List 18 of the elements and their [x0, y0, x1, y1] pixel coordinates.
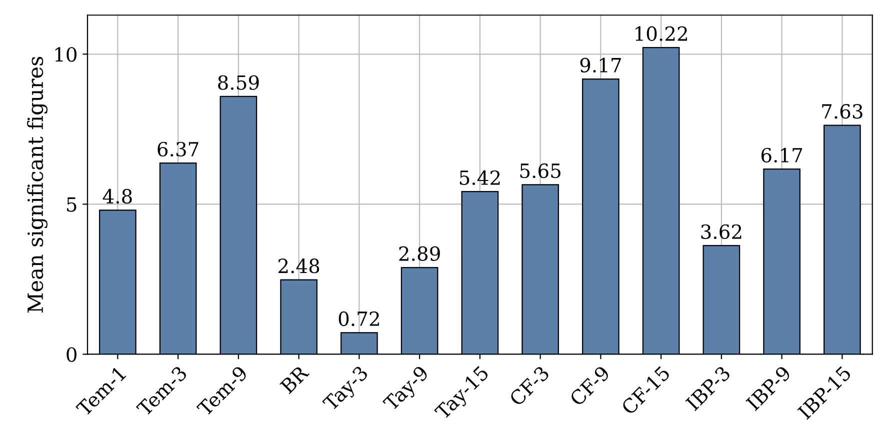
data-label: 2.89	[399, 246, 440, 261]
data-label: 5.65	[520, 163, 560, 178]
y-tick-label: 0	[66, 347, 76, 362]
y-tick-label: 5	[67, 197, 76, 212]
y-axis-title: Mean significant figures	[27, 56, 48, 313]
x-tick-label: BR	[280, 364, 310, 394]
data-label: 10.22	[636, 26, 687, 41]
y-tick-label: 10	[55, 47, 76, 62]
data-label: 4.8	[102, 188, 132, 204]
data-label: 7.63	[822, 104, 862, 119]
data-label: 9.17	[580, 58, 621, 72]
data-label: 0.72	[338, 311, 379, 326]
data-label: 6.17	[761, 148, 802, 163]
data-label: 3.62	[701, 224, 742, 240]
data-label: 8.59	[218, 75, 259, 90]
data-label: 2.48	[278, 258, 320, 274]
data-label: 5.42	[460, 170, 500, 186]
data-label: 6.37	[158, 142, 198, 157]
